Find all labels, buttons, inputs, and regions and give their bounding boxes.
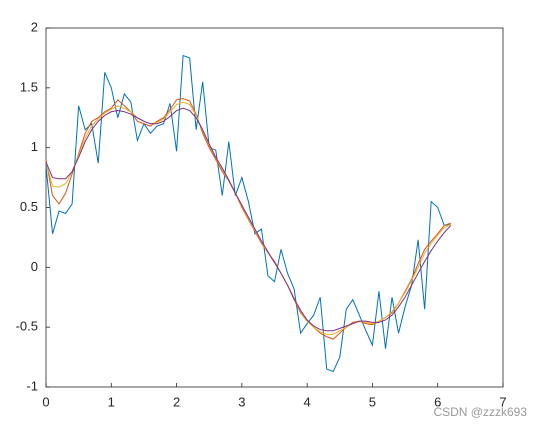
series-line [45,101,452,335]
x-tick-label: 7 [499,394,506,409]
x-tick-label: 3 [238,394,245,409]
plot-box [45,27,504,388]
x-tick-label: 6 [434,394,441,409]
x-tick-label: 5 [369,394,376,409]
series-line [45,54,451,373]
watermark: CSDN @zzzk693 [433,405,527,419]
y-tick-label: 1 [31,139,38,154]
x-tick-label: 0 [42,394,49,409]
y-tick-label: -0.5 [16,319,38,334]
y-tick-label: 0.5 [20,199,38,214]
y-tick-label: 2 [31,19,38,34]
series-line [45,107,452,332]
x-tick-label: 4 [304,394,311,409]
x-tick-label: 1 [108,394,115,409]
y-tick-label: -1 [26,378,38,393]
x-tick-label: 2 [173,394,180,409]
y-tick-label: 0 [31,259,38,274]
y-tick-label: 1.5 [20,79,38,94]
